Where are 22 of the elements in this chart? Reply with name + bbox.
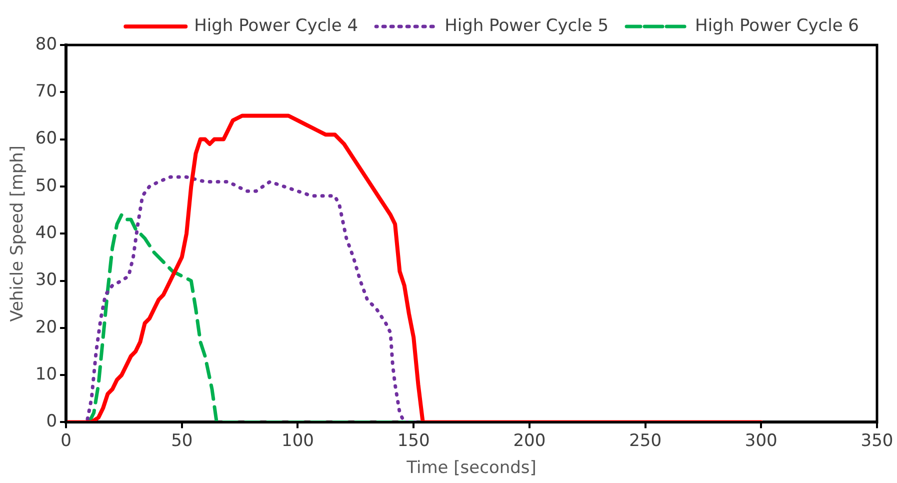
y-tick-label: 20	[35, 317, 58, 338]
y-tick-label: 50	[35, 176, 58, 196]
y-tick-label: 30	[35, 270, 58, 290]
y-tick-label: 0	[46, 412, 58, 432]
y-tick-label: 40	[35, 223, 58, 244]
x-tick-label: 250	[629, 430, 662, 451]
x-tick-label: 0	[60, 430, 72, 451]
y-tick-label: 70	[35, 82, 58, 102]
x-tick-label: 300	[744, 430, 778, 451]
legend-label: High Power Cycle 4	[194, 16, 358, 36]
legend-label: High Power Cycle 6	[695, 16, 860, 36]
x-tick-label: 200	[513, 430, 546, 451]
y-axis-title: Vehicle Speed [mph]	[8, 145, 28, 322]
x-tick-label: 150	[397, 430, 430, 451]
legend-label: High Power Cycle 5	[444, 16, 609, 36]
y-tick-label: 60	[35, 128, 58, 149]
y-tick-label: 80	[35, 34, 58, 54]
x-tick-label: 100	[282, 430, 314, 451]
x-tick-label: 350	[860, 430, 894, 451]
x-axis-title: Time [seconds]	[406, 458, 536, 478]
x-tick-label: 50	[171, 430, 193, 451]
y-tick-label: 10	[35, 364, 58, 384]
